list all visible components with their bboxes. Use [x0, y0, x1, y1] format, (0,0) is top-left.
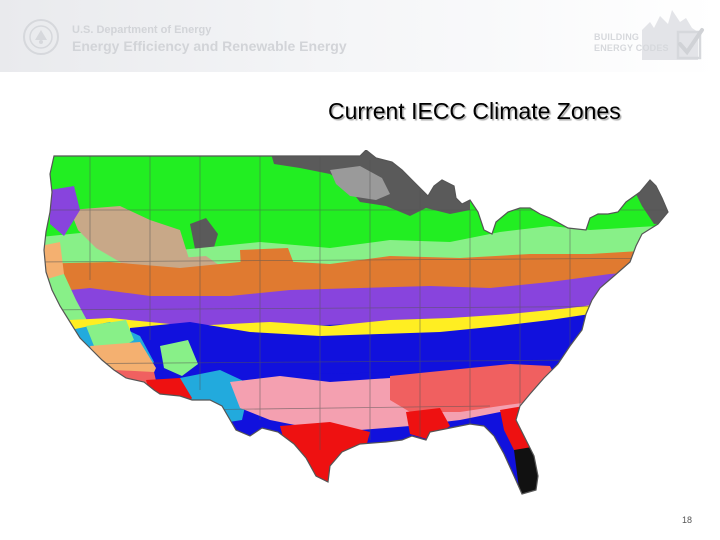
program-name-line1: BUILDING — [594, 32, 640, 42]
slide-title: Current IECC Climate Zones — [328, 98, 621, 124]
page-number: 18 — [682, 515, 693, 525]
agency-office: Energy Efficiency and Renewable Energy — [72, 38, 347, 54]
building-energy-codes-logo-icon — [642, 10, 704, 60]
program-name-line2: ENERGY CODES — [594, 43, 669, 53]
header-banner: U.S. Department of Energy Energy Efficie… — [0, 0, 720, 72]
climate-zone-map — [43, 150, 669, 495]
agency-name: U.S. Department of Energy — [72, 24, 212, 36]
doe-seal-icon — [23, 19, 59, 55]
